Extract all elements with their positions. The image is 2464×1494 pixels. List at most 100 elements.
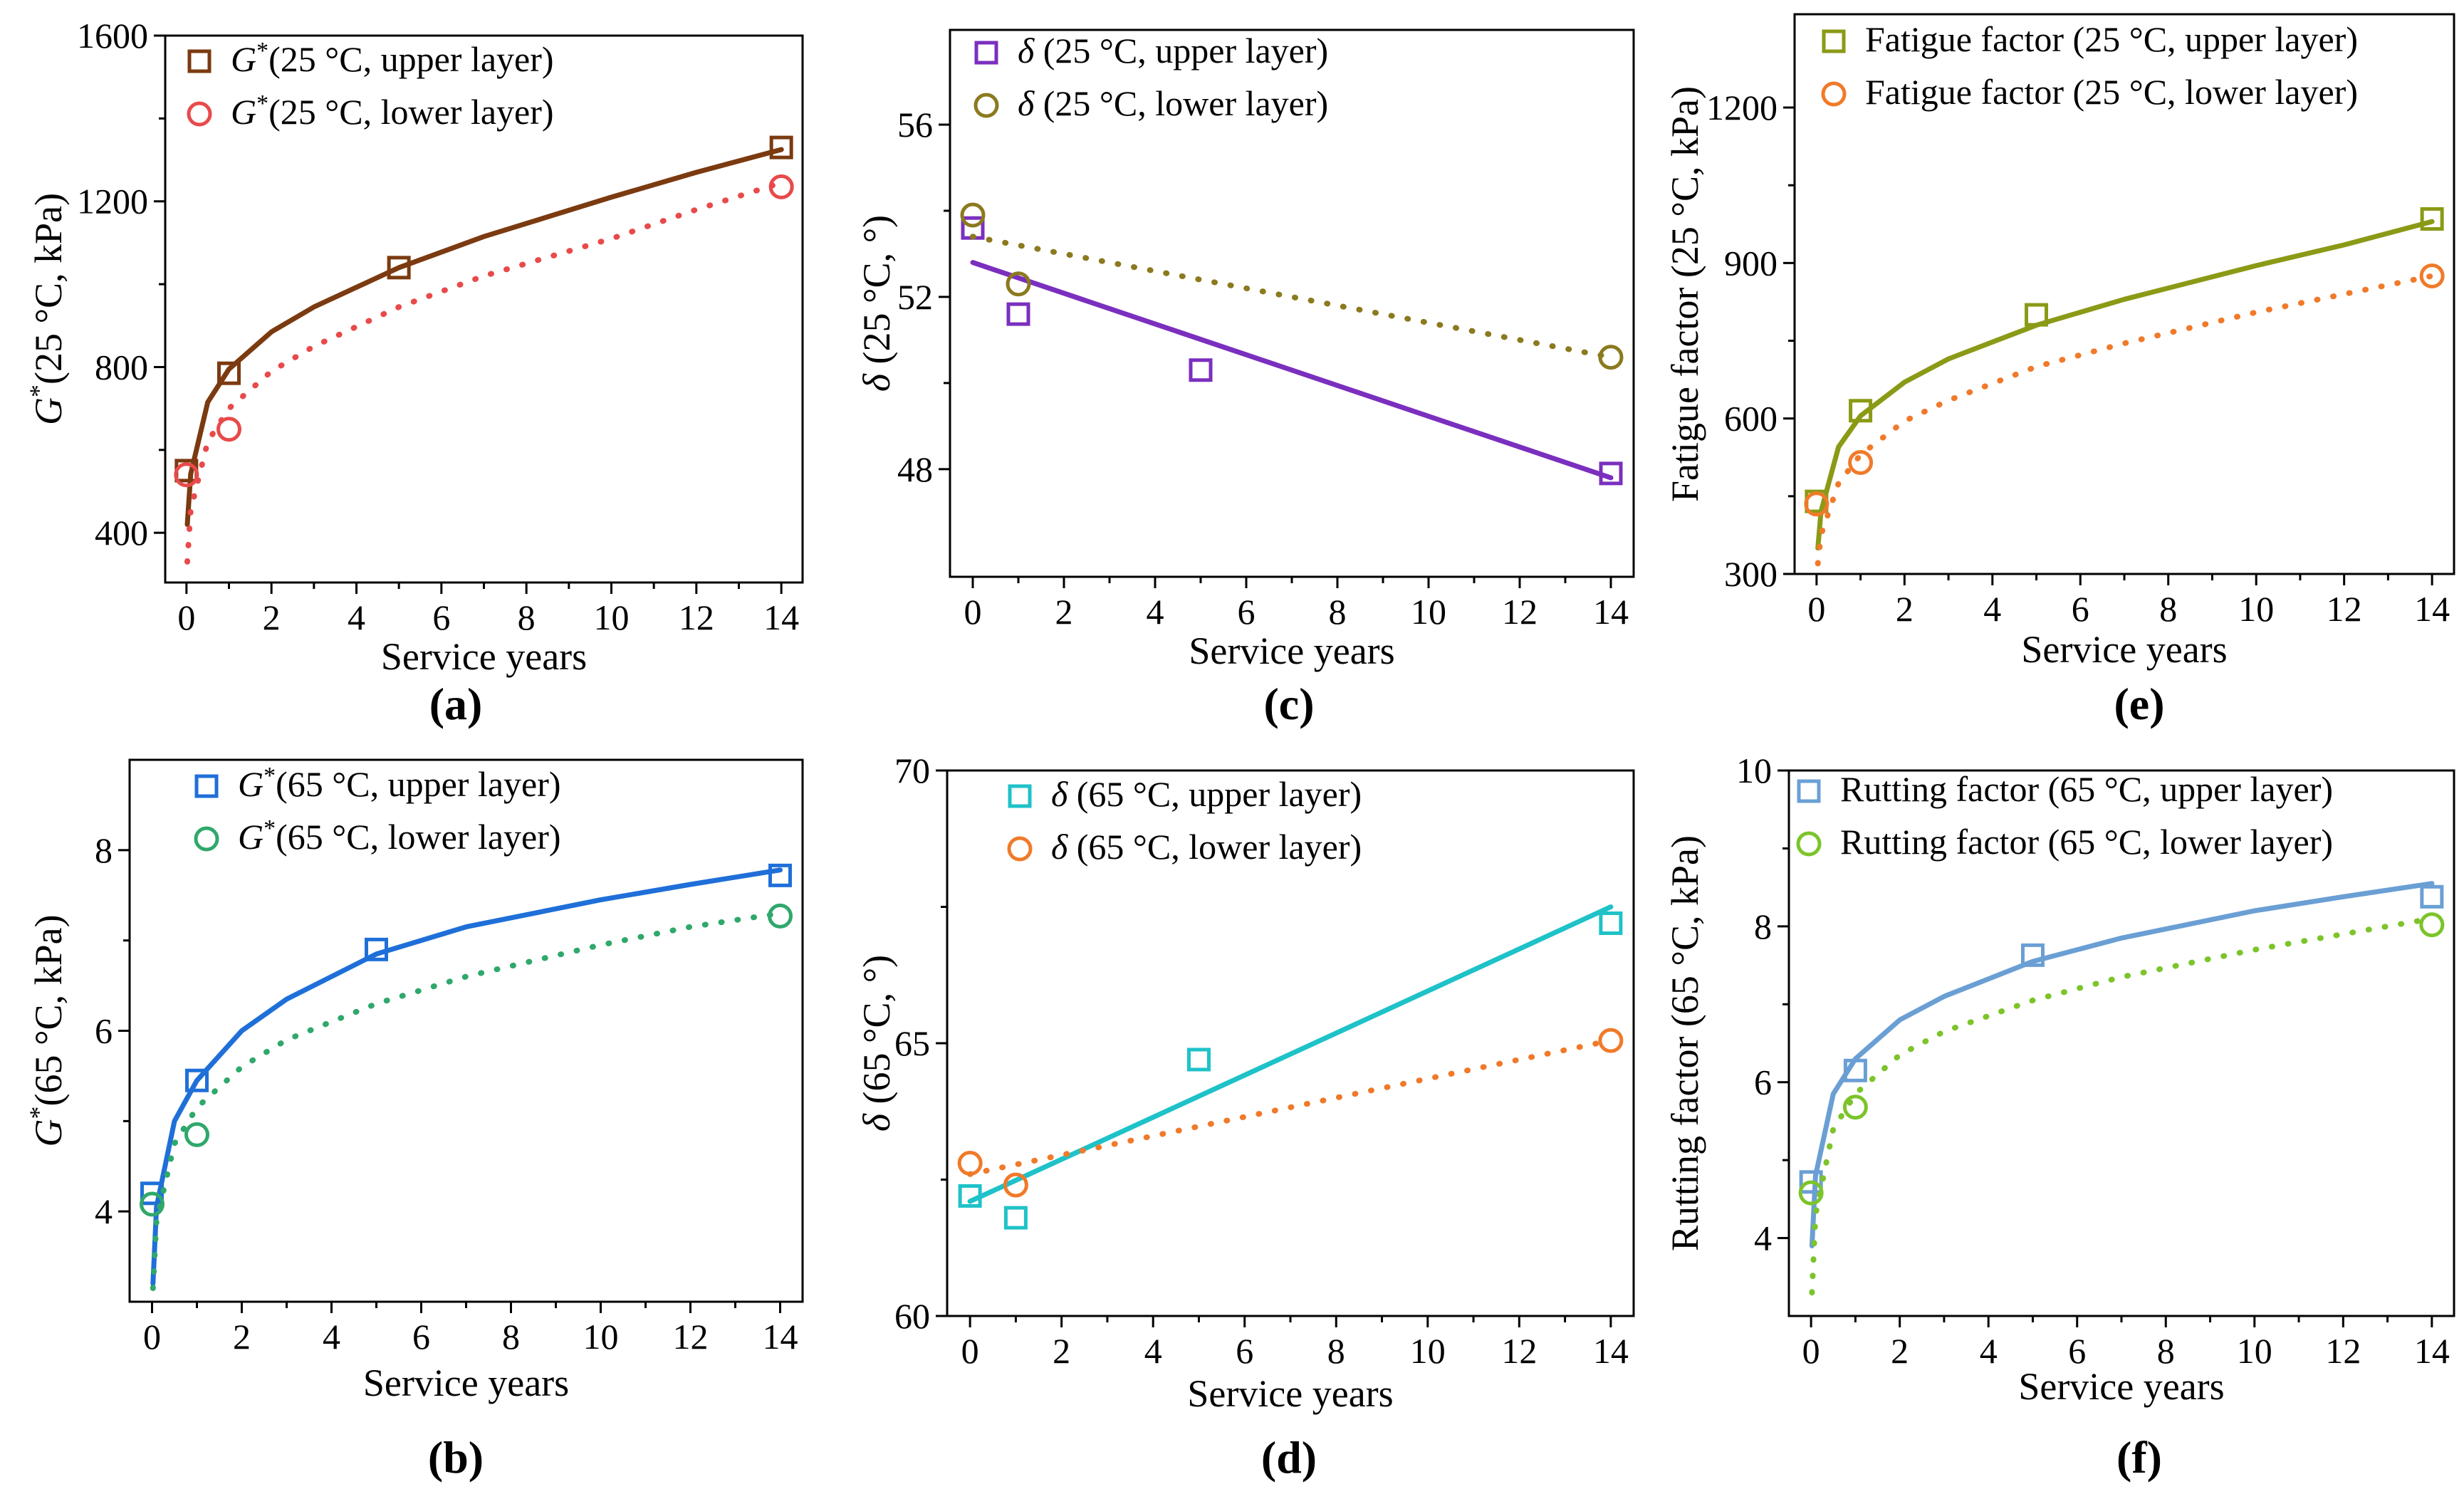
x-tick-label: 0 (177, 597, 195, 637)
x-axis-label: Service years (2018, 1365, 2224, 1408)
x-tick-label: 8 (2157, 1331, 2175, 1371)
data-point-upper (1003, 1206, 1028, 1230)
data-point-upper (1599, 911, 1623, 935)
x-tick-label: 4 (1983, 589, 2001, 629)
y-tick-label: 1200 (1706, 88, 1777, 127)
data-point-lower (216, 417, 241, 442)
data-point-upper (217, 361, 241, 385)
x-tick-label: 12 (673, 1317, 709, 1357)
y-tick-label: 65 (894, 1023, 930, 1063)
legend-label: G*(65 °C, lower layer) (238, 815, 561, 857)
y-tick-label: 1200 (77, 182, 148, 221)
legend-label: δ (65 °C, upper layer) (1051, 774, 1362, 814)
data-point-lower (957, 1151, 983, 1176)
data-point-upper (1189, 358, 1213, 382)
data-point-upper (2420, 884, 2444, 909)
data-point-upper (1599, 461, 1623, 486)
chart-panel-c: 0 2 4 6 8 10 12 14 48 52 56 Service years δ (25 °C, … (855, 28, 1635, 729)
y-axis-label: δ (25 °C, °) (855, 215, 898, 392)
y-axis-label: Rutting factor (65 °C, kPa) (1664, 835, 1706, 1251)
data-point-upper (769, 135, 793, 160)
y-tick-label: 4 (1754, 1218, 1772, 1258)
x-tick-label: 10 (2237, 1331, 2272, 1371)
data-point-upper (185, 1068, 209, 1092)
x-tick-label: 2 (1053, 1331, 1070, 1371)
legend-marker (194, 774, 219, 798)
y-tick-label: 60 (894, 1296, 930, 1336)
data-point-lower (140, 1191, 165, 1217)
data-point-lower (1598, 345, 1624, 370)
chart-panel-d: 0 2 4 6 8 10 12 14 60 65 70 Service years δ (65 °C, … (855, 751, 1635, 1483)
legend-label: δ (25 °C, upper layer) (1018, 31, 1328, 70)
data-point-lower (1006, 271, 1031, 297)
data-point-upper (2020, 943, 2045, 967)
legend-label: Rutting factor (65 °C, upper layer) (1840, 769, 2333, 809)
x-tick-label: 10 (594, 597, 630, 637)
legend-marker (974, 41, 998, 65)
x-tick-label: 12 (1501, 1331, 1537, 1371)
fit-curve-upper (1809, 881, 2435, 1248)
chart-panel-b: 0 2 4 6 8 10 12 14 4 6 8 Service years G*(65 °C, kPa… (24, 758, 804, 1483)
x-tick-label: 8 (502, 1317, 520, 1357)
legend-label: Rutting factor (65 °C, lower layer) (1840, 822, 2333, 862)
legend-label: G*(25 °C, lower layer) (231, 90, 554, 132)
x-tick-label: 0 (143, 1317, 161, 1357)
legend-label: δ (25 °C, lower layer) (1018, 83, 1328, 123)
legend-label: G*(65 °C, upper layer) (238, 763, 561, 805)
panel-label: (a) (429, 679, 483, 729)
x-tick-label: 10 (583, 1317, 619, 1357)
data-point-lower (768, 903, 793, 929)
legend-label: Fatigue factor (25 °C, upper layer) (1865, 19, 2358, 59)
x-tick-label: 2 (263, 597, 281, 637)
y-tick-label: 8 (1754, 907, 1772, 946)
x-tick-label: 6 (1236, 1331, 1253, 1371)
data-point-upper (1849, 399, 1873, 423)
x-tick-label: 2 (233, 1317, 251, 1357)
legend-label: δ (65 °C, lower layer) (1051, 827, 1362, 867)
y-tick-label: 8 (95, 830, 113, 870)
y-tick-label: 800 (95, 347, 148, 387)
legend-label: Fatigue factor (25 °C, lower layer) (1865, 72, 2358, 112)
fit-curve-lower (1809, 915, 2435, 1296)
fit-curve-lower (1815, 273, 2436, 567)
fit-curve-upper (184, 147, 784, 527)
legend-marker (1796, 831, 1822, 857)
y-tick-label: 10 (1736, 751, 1772, 790)
data-point-upper (1799, 1170, 1823, 1194)
chart-panel-f: 0 2 4 6 8 10 12 14 4 6 8 10 Service years Rutting fac… (1664, 751, 2455, 1483)
x-tick-label: 14 (2414, 1331, 2450, 1371)
x-tick-label: 8 (518, 597, 536, 637)
x-tick-label: 14 (763, 1317, 798, 1357)
data-point-upper (140, 1181, 164, 1206)
legend-marker (1822, 29, 1846, 53)
x-tick-label: 12 (2325, 1331, 2361, 1371)
x-tick-label: 0 (961, 1331, 979, 1371)
fit-curve-lower (150, 910, 783, 1291)
data-point-upper (958, 1184, 982, 1208)
y-tick-label: 300 (1724, 554, 1777, 594)
x-tick-label: 8 (1327, 1331, 1345, 1371)
legend-marker (1821, 81, 1847, 107)
x-axis-label: Service years (1187, 1372, 1393, 1415)
y-axis-label: Fatigue factor (25 °C, kPa) (1664, 86, 1706, 502)
data-point-lower (2419, 912, 2445, 938)
data-point-upper (1843, 1058, 1867, 1082)
chart-panel-e: 0 2 4 6 8 10 12 14 300 600 900 1200 Service years Fat… (1664, 13, 2455, 729)
y-axis-label: G*(25 °C, kPa) (24, 193, 70, 425)
legend-label: G*(25 °C, upper layer) (231, 38, 554, 80)
x-tick-label: 10 (2238, 589, 2274, 629)
x-tick-label: 14 (1593, 1331, 1629, 1371)
x-axis-label: Service years (381, 635, 587, 678)
x-tick-label: 14 (2414, 589, 2450, 629)
data-point-upper (2025, 303, 2049, 327)
data-point-lower (184, 1122, 209, 1147)
legend-marker (187, 101, 212, 127)
x-tick-label: 0 (1802, 1331, 1820, 1371)
x-tick-label: 6 (2068, 1331, 2086, 1371)
x-tick-label: 12 (1502, 592, 1538, 632)
x-tick-label: 8 (2159, 589, 2177, 629)
y-tick-label: 400 (95, 513, 148, 553)
y-axis-label: G*(65 °C, kPa) (24, 914, 70, 1146)
data-point-lower (768, 174, 794, 199)
y-tick-label: 48 (897, 449, 933, 489)
